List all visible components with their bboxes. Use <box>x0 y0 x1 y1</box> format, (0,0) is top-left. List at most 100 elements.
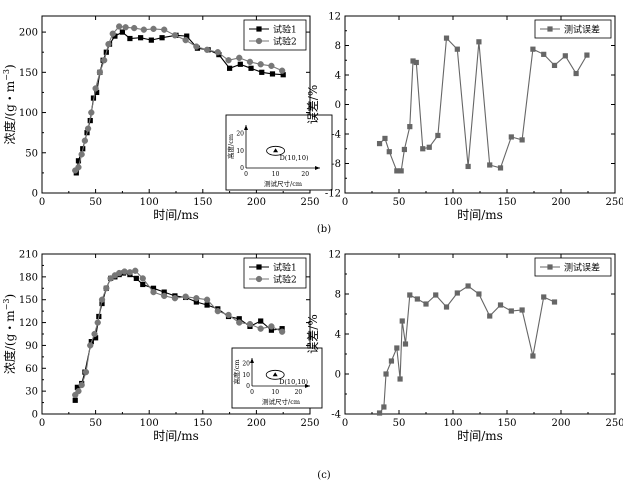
legend-marker <box>547 264 553 270</box>
y-tick-label: 150 <box>19 68 38 79</box>
data-point <box>225 57 232 64</box>
data-point <box>88 109 95 116</box>
x-axis-label: 时间/ms <box>457 208 503 222</box>
data-point <box>551 299 558 305</box>
inset-point-marker <box>273 148 279 153</box>
legend-label: 试验2 <box>273 36 297 48</box>
data-point <box>99 300 105 307</box>
data-point <box>159 35 165 41</box>
y-tick-label: 30 <box>25 387 38 398</box>
data-point <box>78 151 85 158</box>
y-axis-label: 浓度/(g・m−3) <box>2 64 17 144</box>
data-point <box>107 275 114 282</box>
inset-x-tick: 20 <box>295 389 303 396</box>
y-tick-label: 210 <box>19 250 38 261</box>
data-point <box>573 70 579 77</box>
y-axis-label-close: ) <box>3 294 17 299</box>
data-point <box>426 144 432 150</box>
inset-x-arrow <box>305 384 310 388</box>
legend-marker <box>256 26 262 32</box>
inset-y-tick: 10 <box>242 372 250 379</box>
y-axis-label-main: 误差/% <box>306 314 320 353</box>
series-line-1 <box>379 36 588 172</box>
data-point <box>72 397 78 403</box>
data-point <box>433 292 439 298</box>
data-point <box>81 137 89 144</box>
y-tick-label: 0 <box>335 100 341 111</box>
data-point <box>487 313 493 319</box>
y-axis-label-main: 浓度/(g・m <box>2 80 17 144</box>
inset-y-tick: 20 <box>236 131 244 138</box>
x-tick-label: 0 <box>342 418 348 429</box>
series-line-2 <box>74 25 283 171</box>
x-axis-label: 时间/ms <box>153 208 199 222</box>
data-point <box>109 30 116 37</box>
y-tick-label: 0 <box>32 410 38 421</box>
x-axis-label: 时间/ms <box>457 429 503 443</box>
data-point <box>519 307 525 313</box>
y-tick-label: 100 <box>19 108 38 119</box>
legend-marker <box>255 37 263 45</box>
x-tick-label: 250 <box>300 418 319 429</box>
data-point <box>376 140 383 147</box>
x-tick-label: 50 <box>89 418 102 429</box>
data-point <box>204 302 210 308</box>
data-point <box>454 290 460 296</box>
data-point <box>413 59 419 66</box>
data-point <box>551 62 558 69</box>
series-line-1 <box>379 285 555 414</box>
inset-ellipse <box>265 369 285 380</box>
y-tick-label: 8 <box>335 41 341 52</box>
data-point <box>193 43 200 50</box>
inset-y-arrow <box>244 125 248 130</box>
data-point <box>171 295 179 302</box>
data-point <box>530 46 536 52</box>
data-point <box>161 26 168 33</box>
inset-y-tick: 0 <box>240 165 244 172</box>
data-point <box>236 316 242 322</box>
x-tick-label: 150 <box>497 197 516 208</box>
x-tick-label: 250 <box>605 418 623 429</box>
data-point <box>257 325 264 332</box>
data-point <box>82 368 90 376</box>
y-tick-label: 90 <box>25 341 38 352</box>
data-point <box>530 353 536 359</box>
data-point <box>214 307 221 315</box>
x-tick-label: 250 <box>605 197 623 208</box>
chart-3: 0 50 100 150 200 2500306090120150180210时间/ms浓… <box>2 250 323 443</box>
x-tick-label: 50 <box>393 197 406 208</box>
data-point <box>398 168 404 174</box>
data-point <box>541 51 547 57</box>
data-point <box>443 304 450 310</box>
y-tick-label: -12 <box>325 189 341 200</box>
inset-x-label: 测试尺寸/cm <box>262 397 300 406</box>
data-point <box>148 37 154 43</box>
data-point <box>116 269 123 277</box>
data-point <box>497 165 504 171</box>
data-point <box>116 23 123 30</box>
data-point <box>386 149 392 155</box>
data-point <box>508 134 514 140</box>
y-tick-label: 120 <box>19 318 38 329</box>
inset-x-tick: 0 <box>244 171 248 178</box>
inset-x-tick: 10 <box>272 171 280 178</box>
inset-point-label: D(10,10) <box>279 378 308 386</box>
y-axis-label: 误差/% <box>306 314 320 353</box>
data-point <box>397 376 403 382</box>
x-tick-label: 100 <box>140 418 159 429</box>
y-tick-label: 4 <box>335 330 341 341</box>
y-tick-label: -8 <box>331 159 341 170</box>
data-point <box>381 404 387 410</box>
data-point <box>214 49 221 56</box>
data-point <box>78 381 85 389</box>
data-point <box>257 61 264 68</box>
inset-x-tick: 20 <box>301 171 309 178</box>
inset-x-tick: 10 <box>271 389 279 396</box>
data-point <box>93 335 99 341</box>
x-tick-label: 150 <box>193 418 212 429</box>
data-point <box>150 285 157 291</box>
legend-label: 试验1 <box>273 262 297 274</box>
legend-label: 试验2 <box>273 274 297 286</box>
y-axis-label: 浓度/(g・m−3) <box>2 294 17 374</box>
